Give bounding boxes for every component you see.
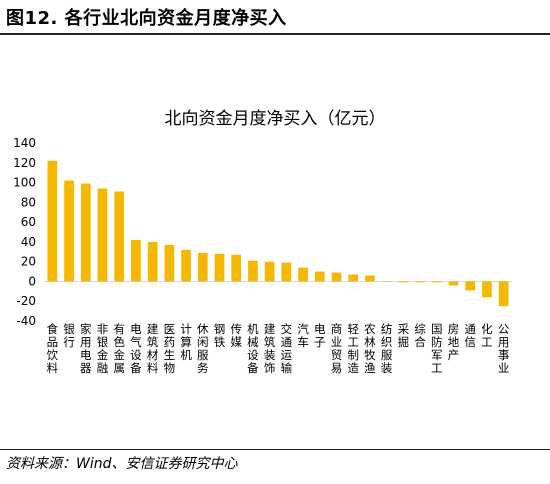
figure-title: 图12. 各行业北向资金月度净买入 bbox=[6, 8, 287, 29]
source-note: 资料来源：Wind、安信证券研究中心 bbox=[6, 456, 238, 472]
bar bbox=[381, 281, 392, 283]
bar bbox=[331, 272, 342, 282]
bar-series bbox=[47, 160, 509, 307]
bar bbox=[431, 281, 442, 283]
x-category-label: 食品饮料 bbox=[47, 322, 59, 375]
bar bbox=[365, 275, 375, 282]
bar bbox=[314, 271, 325, 282]
x-category-label: 房地产 bbox=[448, 322, 460, 362]
x-category-label: 电气设备 bbox=[130, 322, 142, 375]
bar bbox=[398, 281, 409, 283]
bar bbox=[47, 160, 58, 282]
x-category-label: 钢铁 bbox=[214, 322, 226, 349]
bar bbox=[231, 254, 242, 282]
bar bbox=[348, 274, 359, 282]
x-category-label: 综合 bbox=[414, 322, 426, 349]
y-tick-label: 40 bbox=[21, 235, 36, 249]
bar bbox=[298, 267, 308, 282]
x-category-label: 银行 bbox=[63, 322, 75, 349]
y-tick-label: 60 bbox=[21, 215, 36, 229]
x-category-label: 公用事业 bbox=[498, 322, 510, 375]
x-category-label: 采掘 bbox=[398, 322, 410, 349]
x-category-label: 建筑装饰 bbox=[264, 322, 276, 375]
x-category-label: 计算机 bbox=[180, 322, 192, 362]
x-category-label: 家用电器 bbox=[80, 322, 92, 375]
x-category-label: 交通运输 bbox=[281, 322, 293, 375]
bar bbox=[197, 252, 208, 282]
y-tick-label: 20 bbox=[21, 255, 36, 269]
bar bbox=[147, 241, 158, 282]
x-category-label: 传媒 bbox=[230, 322, 242, 349]
bar bbox=[114, 191, 125, 282]
x-category-label: 休闲服务 bbox=[197, 322, 209, 375]
bar bbox=[64, 180, 74, 282]
title-divider bbox=[0, 33, 550, 35]
bar bbox=[415, 281, 425, 283]
y-tick-label: 80 bbox=[21, 195, 36, 209]
x-category-label: 电子 bbox=[314, 322, 326, 349]
bar bbox=[465, 281, 476, 291]
y-tick-label: -20 bbox=[16, 294, 36, 308]
y-tick-label: -40 bbox=[16, 314, 36, 328]
bar bbox=[482, 281, 492, 298]
x-category-label: 商业贸易 bbox=[331, 322, 343, 375]
x-category-label: 汽车 bbox=[297, 322, 309, 349]
x-category-label: 通信 bbox=[464, 322, 476, 349]
bar-chart: 北向资金月度净买入（亿元） -40 -20 0 20 40 60 80 100 120 140 食… bbox=[13, 109, 512, 375]
y-tick-label: 100 bbox=[13, 176, 36, 190]
bar bbox=[264, 261, 275, 282]
bar bbox=[281, 262, 292, 282]
x-category-label: 建筑材料 bbox=[147, 322, 159, 375]
bar bbox=[97, 188, 108, 282]
x-category-label: 非银金融 bbox=[97, 322, 109, 375]
bar bbox=[80, 183, 91, 282]
x-category-label: 有色金属 bbox=[113, 322, 125, 375]
bar bbox=[498, 281, 509, 307]
y-tick-label: 120 bbox=[13, 156, 36, 170]
x-category-label: 机械设备 bbox=[247, 322, 259, 375]
chart-title: 北向资金月度净买入（亿元） bbox=[165, 109, 386, 129]
x-category-label: 轻工制造 bbox=[347, 322, 359, 375]
bar bbox=[131, 239, 141, 282]
x-category-label: 国防军工 bbox=[431, 322, 443, 375]
bar bbox=[248, 260, 258, 282]
x-axis-labels: 食品饮料银行家用电器非银金融有色金属电气设备建筑材料医药生物计算机休闲服务钢铁传… bbox=[47, 322, 510, 375]
bar bbox=[448, 281, 459, 286]
bar bbox=[214, 253, 225, 282]
x-category-label: 医药生物 bbox=[164, 322, 176, 375]
bar bbox=[164, 244, 175, 282]
y-tick-label: 140 bbox=[13, 136, 36, 150]
x-category-label: 农林牧渔 bbox=[364, 322, 376, 375]
y-tick-label: 0 bbox=[28, 274, 36, 288]
footer-divider bbox=[0, 449, 550, 450]
bar bbox=[181, 249, 191, 282]
x-category-label: 纺织服装 bbox=[381, 322, 393, 375]
x-category-label: 化工 bbox=[481, 322, 493, 349]
